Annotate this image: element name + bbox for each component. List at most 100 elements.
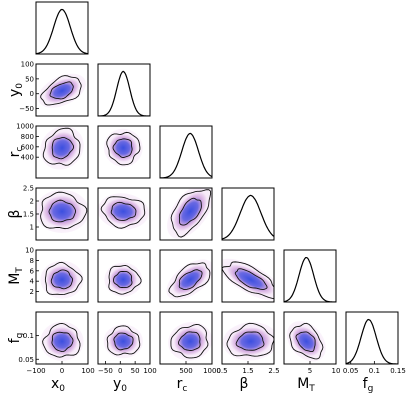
hist-panel-fg <box>345 311 399 365</box>
contour-outer <box>40 75 82 106</box>
scatter-panel-fg-vs-y0 <box>97 311 151 365</box>
marginal-curve-y0 <box>98 70 150 116</box>
x-tick-label: 50 <box>131 367 140 375</box>
y-tick-label: 50 <box>25 75 34 83</box>
contour-outer <box>106 131 141 166</box>
x-axis-label-y0: y0 <box>113 376 127 394</box>
hist-panel-MT <box>283 249 337 303</box>
y-tick-label: 10 <box>25 247 34 255</box>
contour-inner <box>48 199 77 223</box>
x-tick-label: 0.1 <box>369 367 380 375</box>
panel-frame <box>221 187 275 241</box>
panel-frame <box>35 63 89 117</box>
y-tick-label: 400 <box>21 154 34 162</box>
x-axis-label-rc: rc <box>177 376 188 394</box>
contour-inner <box>112 138 133 158</box>
y-tick-label: 6 <box>30 267 35 275</box>
panel-frame <box>159 249 213 303</box>
density-core <box>173 191 208 232</box>
scatter-panel-MT-vs-y0 <box>97 249 151 303</box>
contour-inner <box>113 332 134 351</box>
x-tick-label: −50 <box>98 367 113 375</box>
x-axis-label-MT: MT <box>297 376 315 394</box>
contour-inner <box>234 268 268 290</box>
panel-frame <box>97 311 151 365</box>
contour-outer <box>289 322 324 360</box>
contour-inner <box>49 81 74 100</box>
scatter-panel-fg-vs-x0 <box>35 311 89 365</box>
x-tick-label: 1000 <box>203 367 221 375</box>
scatter-panel-beta-vs-x0 <box>35 187 89 241</box>
scatter-panel-MT-vs-rc <box>159 249 213 303</box>
x-tick-label: 0 <box>60 367 64 375</box>
density-core <box>226 264 274 295</box>
contour-inner <box>110 201 137 221</box>
panel-frame <box>97 63 151 117</box>
hist-panel-rc <box>159 125 213 179</box>
x-tick-label: 1.5 <box>242 367 253 375</box>
panel-frame <box>35 1 89 55</box>
y-tick-label: 600 <box>21 143 34 151</box>
contour-inner <box>51 331 74 352</box>
contour-outer <box>44 261 83 296</box>
y-axis-label-beta: β <box>7 210 23 219</box>
y-tick-label: 0 <box>30 90 34 98</box>
x-tick-label: 0.05 <box>343 367 359 375</box>
scatter-panel-beta-vs-rc <box>159 187 213 241</box>
x-tick-label: 500 <box>179 367 192 375</box>
hist-panel-beta <box>221 187 275 241</box>
contour-outer <box>40 191 88 230</box>
contour-outer <box>100 196 146 229</box>
y-tick-label: 1.5 <box>23 211 34 219</box>
density-core <box>230 327 271 356</box>
y-axis-label-fg: fg <box>7 333 25 344</box>
hist-panel-y0 <box>97 63 151 117</box>
x-tick-label: 0 <box>118 367 122 375</box>
contour-outer <box>106 325 141 356</box>
contour-outer <box>226 322 274 357</box>
contour-inner <box>235 331 265 351</box>
panel-frame <box>221 249 275 303</box>
contour-inner <box>178 269 203 291</box>
contour-inner <box>113 271 133 288</box>
contour-outer <box>42 127 81 166</box>
panel-frame <box>345 311 399 365</box>
scatter-panel-y0-vs-x0 <box>35 63 89 117</box>
panel-frame <box>159 125 213 179</box>
panel-frame <box>35 125 89 179</box>
scatter-panel-MT-vs-x0 <box>35 249 89 303</box>
contour-inner <box>178 197 202 226</box>
contour-outer <box>170 189 212 238</box>
density-core <box>172 264 208 295</box>
contour-inner <box>295 331 316 353</box>
contour-outer <box>42 322 81 358</box>
panel-frame <box>35 249 89 303</box>
marginal-curve-x0 <box>36 8 88 54</box>
y-axis-label-rc: rc <box>7 147 25 158</box>
scatter-panel-fg-vs-rc <box>159 311 213 365</box>
panel-frame <box>283 249 337 303</box>
x-tick-label: 5 <box>308 367 312 375</box>
x-tick-label: 100 <box>143 367 156 375</box>
y-tick-label: 1000 <box>16 123 34 131</box>
contour-outer <box>168 262 211 298</box>
x-tick-label: −100 <box>26 367 45 375</box>
y-axis-label-MT: MT <box>7 267 25 285</box>
y-tick-label: 100 <box>21 61 34 69</box>
marginal-curve-rc <box>160 132 212 178</box>
scatter-panel-beta-vs-y0 <box>97 187 151 241</box>
x-axis-label-beta: β <box>240 376 249 392</box>
marginal-curve-beta <box>222 194 274 240</box>
contour-outer <box>108 265 142 295</box>
scatter-panel-fg-vs-beta <box>221 311 275 365</box>
y-tick-label: 2.5 <box>23 185 34 193</box>
contour-inner <box>177 331 201 351</box>
y-axis-label-y0: y0 <box>7 83 25 97</box>
density-core <box>108 328 138 354</box>
x-axis-label-fg: fg <box>363 376 374 394</box>
y-tick-label: 1 <box>30 224 34 232</box>
x-tick-label: 0.5 <box>216 367 227 375</box>
contour-inner <box>50 269 74 290</box>
contour-outer <box>222 261 274 299</box>
